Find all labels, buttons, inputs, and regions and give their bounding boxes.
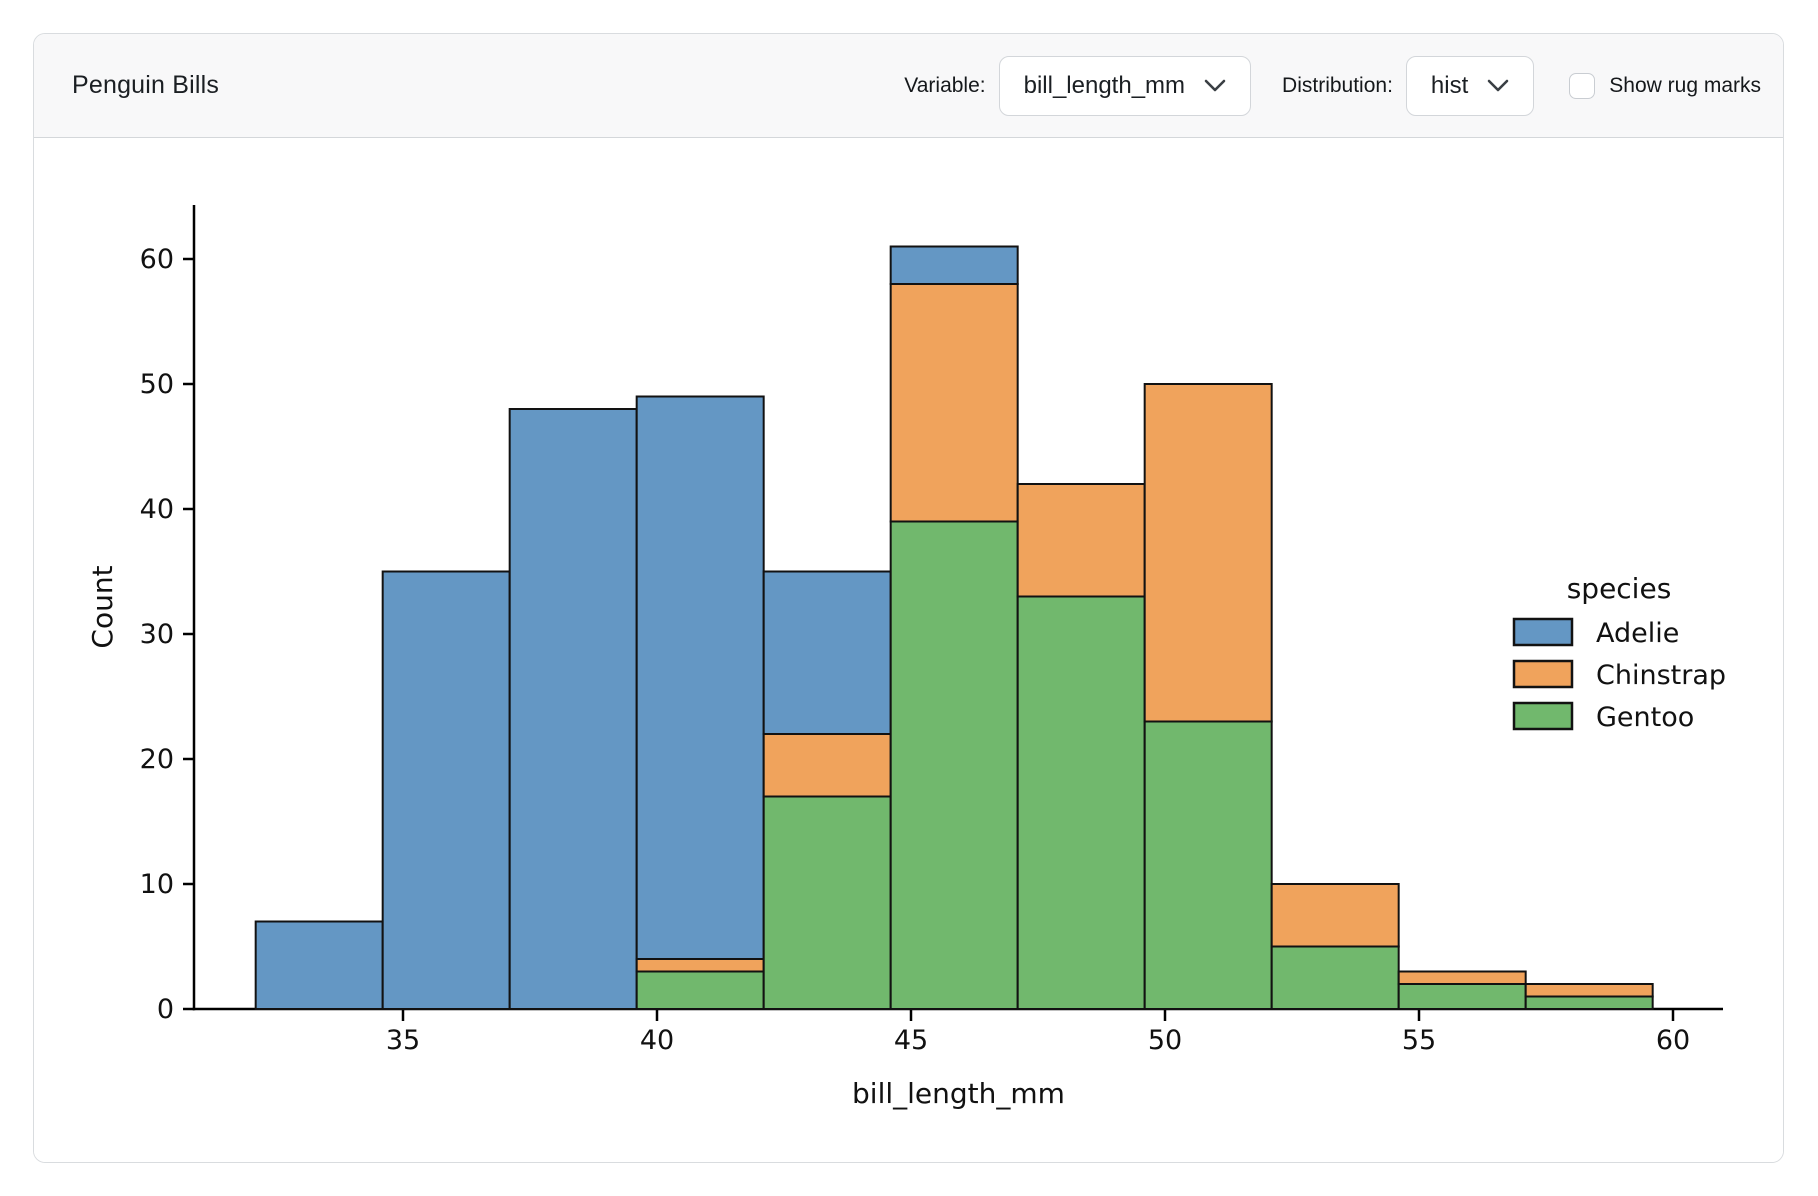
y-tick-label: 40: [140, 494, 174, 525]
legend-title: species: [1567, 572, 1672, 605]
chevron-down-icon: [1487, 79, 1509, 93]
histogram-bar-segment-gentoo: [762, 795, 892, 1010]
histogram-bar-segment-chinstrap: [635, 958, 765, 973]
card-body: 0 10 20 30 40 50 60 35 40 45 50 55 60 bill_length_mm C…: [34, 138, 1783, 1162]
histogram-bar-segment-adelie: [254, 920, 384, 1010]
y-tick-label: 20: [140, 744, 174, 775]
card-header: Penguin Bills Variable: bill_length_mm D…: [34, 34, 1783, 138]
histogram-bar-segment-gentoo: [1143, 720, 1273, 1010]
histogram-bar-segment-chinstrap: [1524, 983, 1654, 998]
histogram-bar-segment-gentoo: [1397, 983, 1527, 1010]
page-title: Penguin Bills: [72, 71, 220, 99]
histogram-bar-segment-gentoo: [1270, 945, 1400, 1010]
variable-label: Variable:: [904, 73, 986, 97]
histogram-bar-segment-gentoo: [1524, 995, 1654, 1010]
histogram-bar-segment-chinstrap: [1397, 970, 1527, 985]
show-rug-marks-label[interactable]: Show rug marks: [1609, 73, 1761, 97]
x-tick-label: 50: [1148, 1025, 1182, 1056]
histogram-bar-segment-adelie: [889, 245, 1019, 285]
histogram-bar-segment-adelie: [508, 408, 638, 1010]
histogram-bar-segment-adelie: [762, 570, 892, 735]
y-tick-label: 10: [140, 869, 174, 900]
y-axis-label: Count: [86, 565, 119, 648]
histogram-bar-segment-chinstrap: [762, 733, 892, 798]
chevron-down-icon: [1204, 79, 1226, 93]
legend-swatch-chinstrap: [1512, 659, 1574, 689]
header-controls: Variable: bill_length_mm Distribution: h…: [904, 55, 1761, 116]
x-tick-label: 45: [894, 1025, 928, 1056]
histogram-bar-segment-chinstrap: [1270, 883, 1400, 948]
variable-select-value: bill_length_mm: [1023, 71, 1186, 99]
x-tick-label: 40: [640, 1025, 674, 1056]
histogram-bar-segment-adelie: [381, 570, 511, 1010]
legend-swatch-adelie: [1512, 617, 1574, 647]
legend-swatch-gentoo: [1512, 701, 1574, 731]
histogram-plot: 0 10 20 30 40 50 60 35 40 45 50 55 60 bill_length_mm C…: [86, 205, 1726, 1110]
y-tick-label: 50: [140, 369, 174, 400]
show-rug-marks-checkbox[interactable]: [1569, 72, 1596, 99]
x-axis-label: bill_length_mm: [852, 1077, 1065, 1110]
histogram-bar-segment-adelie: [635, 395, 765, 960]
legend-label-adelie: Adelie: [1596, 618, 1679, 649]
histogram-bar-segment-chinstrap: [1143, 383, 1273, 723]
histogram-bar-segment-gentoo: [1016, 595, 1146, 1010]
histogram-bar-segment-gentoo: [889, 520, 1019, 1010]
distribution-label: Distribution:: [1282, 73, 1393, 97]
histogram-bar-segment-gentoo: [635, 970, 765, 1010]
legend-label-gentoo: Gentoo: [1596, 702, 1694, 733]
x-tick-label: 60: [1656, 1025, 1690, 1056]
penguin-bills-card: Penguin Bills Variable: bill_length_mm D…: [33, 33, 1784, 1163]
x-tick-label: 55: [1402, 1025, 1436, 1056]
y-tick-label: 0: [157, 994, 174, 1025]
distribution-select-value: hist: [1430, 71, 1469, 99]
rug-marks-control: Show rug marks: [1569, 72, 1761, 99]
legend-label-chinstrap: Chinstrap: [1596, 660, 1726, 691]
y-tick-label: 30: [140, 619, 174, 650]
variable-select[interactable]: bill_length_mm: [998, 55, 1252, 116]
x-tick-label: 35: [386, 1025, 420, 1056]
y-tick-label: 60: [140, 244, 174, 275]
histogram-bar-segment-chinstrap: [889, 283, 1019, 523]
distribution-select[interactable]: hist: [1405, 55, 1535, 116]
histogram-bar-segment-chinstrap: [1016, 483, 1146, 598]
